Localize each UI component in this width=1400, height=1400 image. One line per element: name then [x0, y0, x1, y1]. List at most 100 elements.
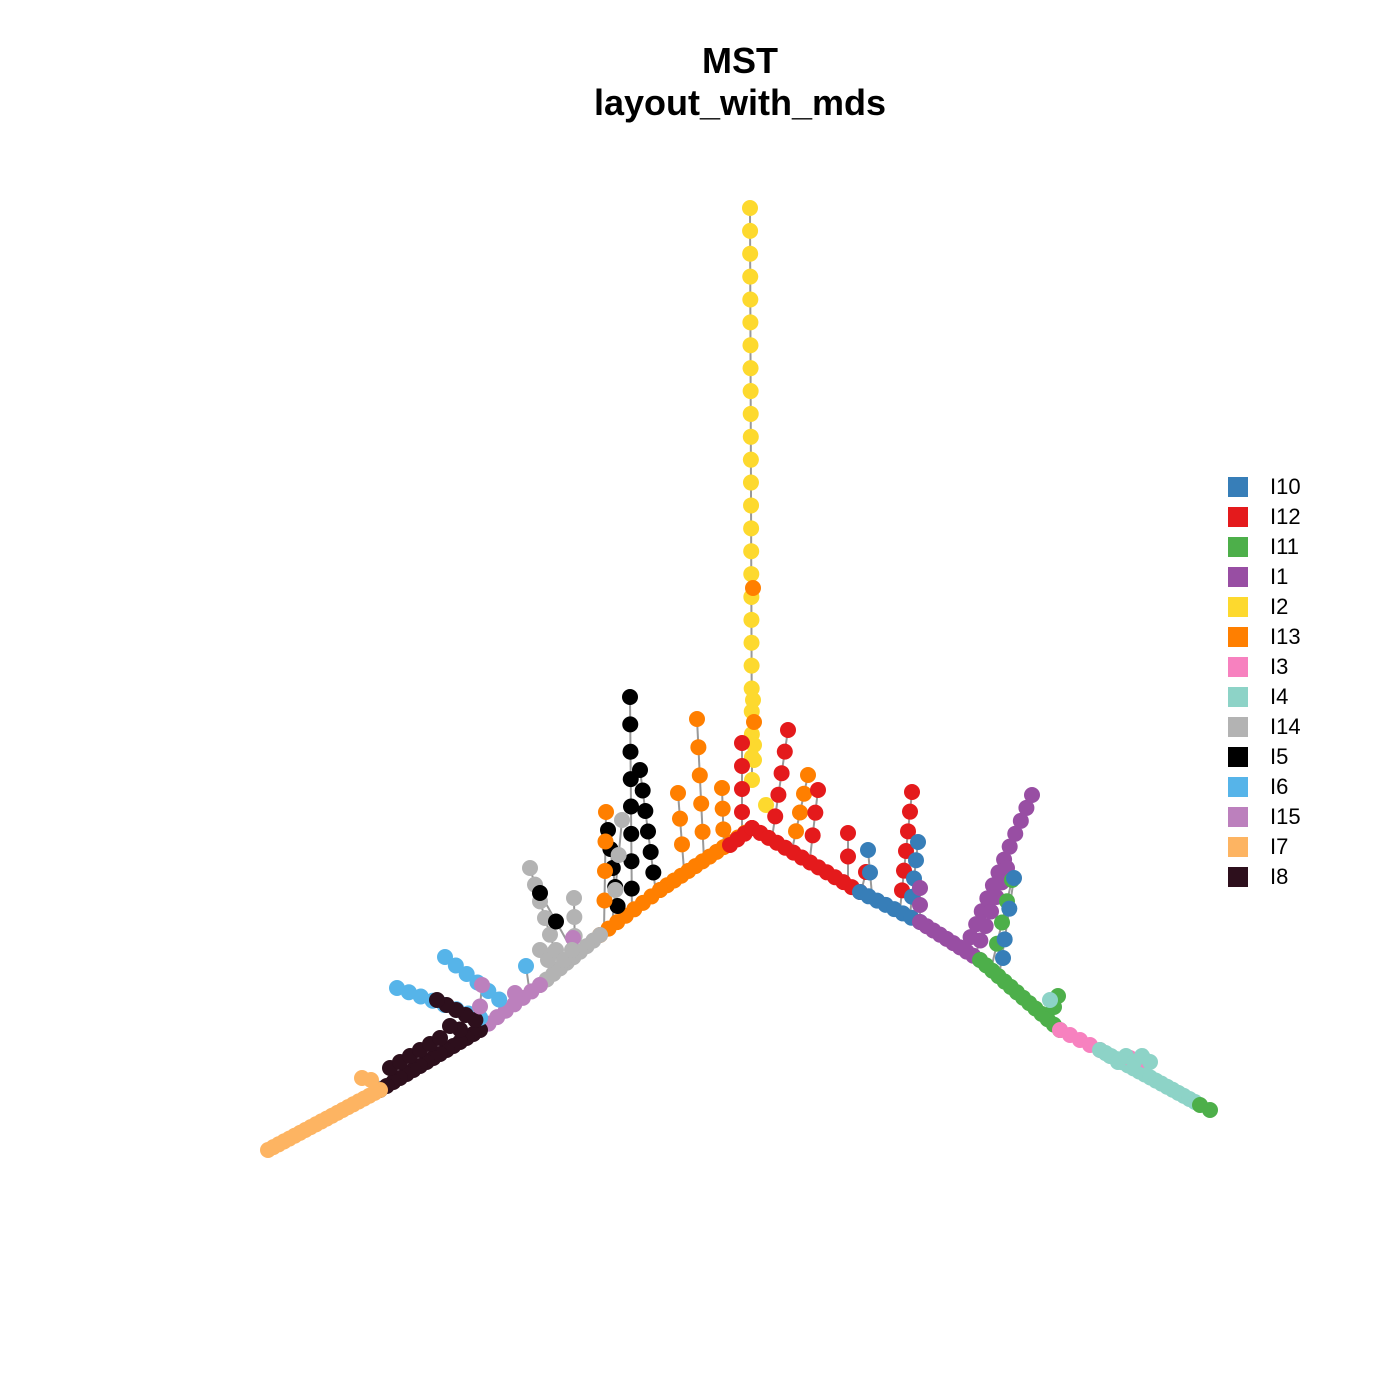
graph-node-i14	[522, 860, 538, 876]
legend-swatch	[1228, 777, 1248, 797]
graph-node-i13	[694, 823, 711, 840]
legend-swatch	[1228, 747, 1248, 767]
graph-node-i10	[996, 931, 1013, 948]
graph-node-i14	[542, 926, 558, 943]
graph-node-i1	[912, 897, 928, 913]
graph-node-i5	[609, 898, 626, 914]
graph-node-i2	[743, 634, 760, 651]
graph-node-i14	[607, 882, 624, 898]
legend-label: I15	[1270, 804, 1301, 829]
graph-node-i15	[565, 930, 581, 946]
graph-node-i11	[1192, 1097, 1208, 1113]
legend-label: I14	[1270, 714, 1301, 739]
graph-node-i2	[742, 222, 759, 239]
legend-label: I11	[1270, 534, 1299, 559]
graph-node-i13	[691, 767, 708, 784]
graph-node-i2	[742, 405, 759, 422]
graph-node-i4	[1142, 1054, 1158, 1070]
graph-node-i1	[983, 903, 999, 920]
graph-node-i13	[714, 800, 731, 817]
graph-node-i12	[904, 784, 920, 800]
legend-swatch	[1228, 507, 1248, 527]
graph-node-i5	[622, 716, 639, 733]
legend-swatch	[1228, 807, 1248, 827]
graph-node-i6	[437, 949, 453, 965]
graph-node-i2	[742, 291, 759, 308]
graph-node-i12	[900, 823, 916, 840]
graph-node-i13	[672, 810, 688, 827]
graph-node-i1	[972, 932, 989, 949]
graph-node-i5	[640, 823, 656, 840]
graph-node-i13	[597, 833, 614, 850]
graph-node-i13	[796, 785, 812, 802]
title-line-1: MST	[702, 40, 778, 81]
graph-node-i13	[746, 714, 762, 730]
legend-item-i2: I2	[1228, 592, 1301, 622]
graph-node-i13	[714, 780, 730, 796]
graph-node-i1	[1001, 838, 1018, 855]
graph-node-i5	[622, 689, 638, 705]
graph-node-i6	[491, 991, 508, 1008]
graph-node-i14	[564, 942, 580, 958]
graph-node-i12	[804, 827, 821, 844]
graph-node-i12	[734, 781, 750, 797]
graph-node-i13	[788, 823, 804, 840]
graph-node-i6	[458, 966, 475, 982]
graph-node-i1	[1018, 799, 1035, 816]
graph-node-i2	[742, 428, 759, 445]
graph-node-i6	[518, 958, 534, 974]
legend-item-i6: I6	[1228, 772, 1301, 802]
legend-item-i5: I5	[1228, 742, 1301, 772]
legend-item-i10: I10	[1228, 472, 1301, 502]
graph-node-i1	[1024, 787, 1040, 803]
legend-label: I5	[1270, 744, 1289, 769]
graph-node-i13	[690, 739, 707, 756]
graph-node-i10	[910, 834, 926, 850]
graph-node-i2	[742, 314, 759, 331]
graph-node-i13	[745, 580, 761, 596]
legend-item-i11: I11	[1228, 532, 1301, 562]
graph-node-i15	[474, 977, 490, 993]
legend-item-i1: I1	[1228, 562, 1301, 592]
graph-node-i13	[674, 836, 690, 853]
graph-node-i2	[742, 245, 759, 262]
graph-node-i2	[743, 520, 760, 537]
graph-node-i5	[645, 864, 662, 881]
graph-node-i2	[742, 268, 759, 285]
legend-label: I12	[1270, 504, 1301, 529]
graph-node-i15	[472, 998, 488, 1015]
graph-node-i2	[746, 752, 762, 768]
graph-node-i12	[773, 765, 790, 782]
graph-node-i5	[623, 853, 640, 870]
graph-node-i5	[637, 803, 654, 819]
graph-node-i2	[742, 360, 759, 377]
graph-node-i5	[634, 782, 651, 799]
legend-item-i15: I15	[1228, 802, 1301, 832]
graph-node-i13	[598, 804, 614, 820]
graph-node-i10	[860, 842, 876, 858]
graph-node-i5	[642, 844, 659, 860]
graph-node-i13	[715, 821, 732, 838]
legend-swatch	[1228, 717, 1248, 737]
legend-label: I6	[1270, 774, 1289, 799]
graph-node-i1	[1012, 812, 1029, 829]
graph-node-i12	[767, 808, 784, 825]
graph-node-i8	[432, 1030, 448, 1046]
legend-label: I1	[1270, 564, 1289, 589]
legend-item-i12: I12	[1228, 502, 1301, 532]
graph-node-i12	[734, 735, 750, 751]
legend-label: I13	[1270, 624, 1301, 649]
legend-swatch	[1228, 597, 1248, 617]
graph-node-i13	[693, 795, 710, 812]
graph-node-i4	[1042, 992, 1058, 1008]
graph-node-i2	[743, 497, 760, 514]
graph-node-i5	[632, 762, 648, 778]
legend-item-i13: I13	[1228, 622, 1301, 652]
graph-node-i2	[742, 337, 759, 354]
graph-node-i12	[734, 758, 750, 774]
legend-swatch	[1228, 567, 1248, 587]
legend-label: I10	[1270, 474, 1301, 499]
graph-node-i12	[810, 782, 826, 798]
graph-node-i10	[908, 852, 924, 869]
